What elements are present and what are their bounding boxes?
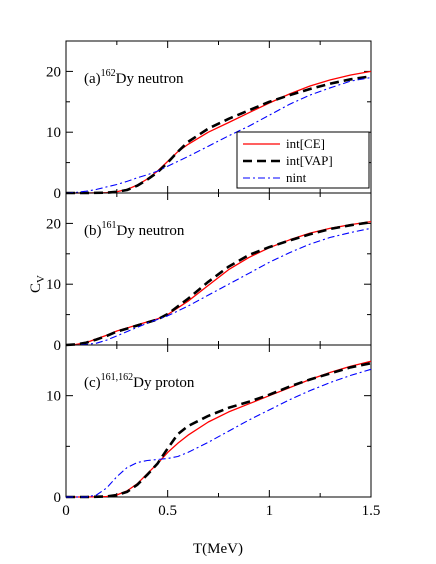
y-tick-label: 0 (54, 186, 62, 202)
y-tick-label: 10 (46, 277, 61, 293)
legend: int[CE] int[VAP] nint (236, 131, 370, 189)
legend-label: int[VAP] (286, 153, 333, 168)
panel-b: 0 10 20 (b)161Dy neutron (46, 192, 372, 354)
series-line-intvap (66, 361, 372, 499)
panel-frame (65, 344, 372, 498)
panel-label: (c)161,162Dy proton (84, 372, 195, 391)
series-line-nint (66, 227, 372, 346)
x-tick-label: 0.5 (158, 503, 177, 519)
panel-label: (b)161Dy neutron (84, 220, 185, 239)
y-tick-label: 0 (54, 338, 62, 354)
series-line-intce (65, 220, 372, 346)
y-axis-title-subscript: V (35, 275, 47, 283)
panel-c: 0 10 (c)161,162Dy proton (46, 344, 372, 506)
series-line-nint (66, 368, 372, 498)
y-tick-label: 0 (54, 490, 62, 506)
y-tick-label: 20 (46, 216, 61, 232)
y-tick-label: 10 (46, 125, 61, 141)
y-axis-title-main: C (28, 283, 44, 293)
x-axis-title: T(MeV) (193, 541, 243, 557)
series-line-intvap (66, 75, 372, 195)
x-tick-label: 1.5 (362, 503, 381, 519)
legend-label: int[CE] (286, 136, 325, 151)
legend-label: nint (286, 170, 307, 185)
y-tick-label: 10 (46, 389, 61, 405)
y-axis-title: CV (28, 275, 47, 293)
series-line-intvap (65, 220, 372, 347)
series-line-nint (65, 76, 372, 194)
y-tick-label: 20 (46, 64, 61, 80)
panel-frame (65, 192, 372, 346)
x-tick-label: 0 (62, 503, 70, 519)
series-line-intce (66, 360, 372, 498)
panel-label: (a)162Dy neutron (84, 68, 184, 87)
x-tick-label: 1 (266, 503, 274, 519)
